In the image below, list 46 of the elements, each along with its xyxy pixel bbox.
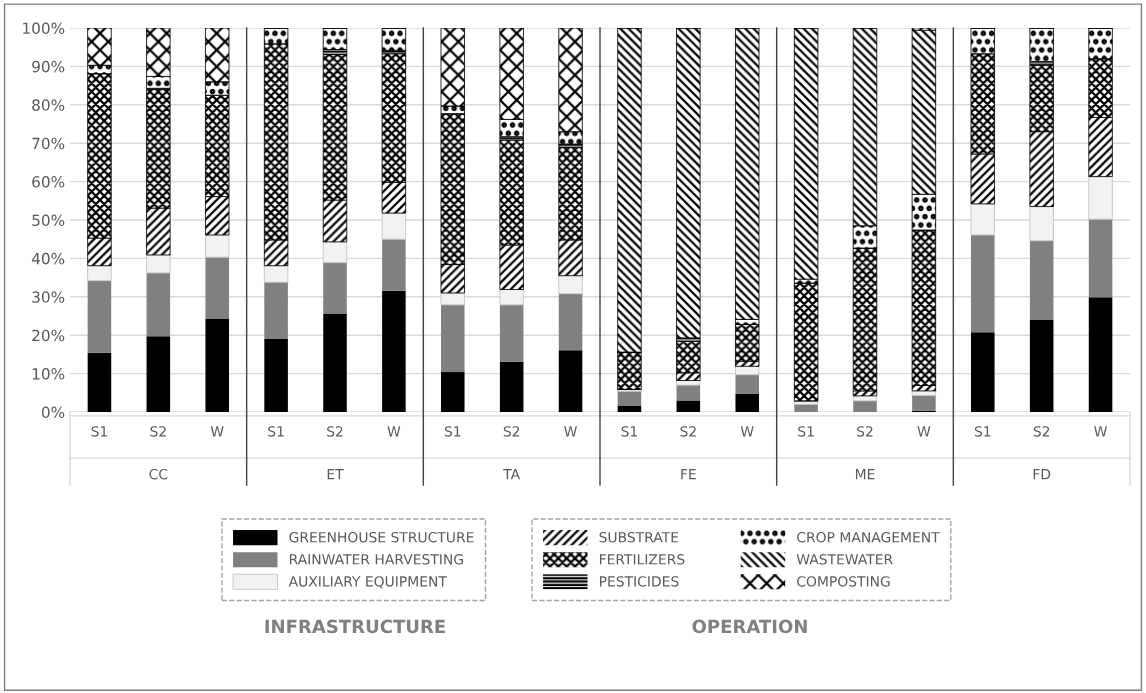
x-tick-label: W (387, 426, 401, 437)
text: OPERATION (692, 619, 807, 634)
x-tick-label: W (1094, 426, 1107, 437)
y-tick-label: 0% (41, 406, 65, 419)
legend-label: FERTILIZERS (599, 554, 685, 565)
y-tick-label: 90% (32, 60, 65, 73)
x-tick-label: W (564, 426, 577, 437)
x-tick-label: W (210, 426, 224, 437)
legend-label: GREENHOUSE STRUCTURE (289, 531, 474, 543)
y-tick-label: 70% (32, 137, 65, 150)
text: TA (503, 469, 521, 480)
legend-label: COMPOSTING (797, 576, 890, 587)
text: CC (149, 468, 168, 480)
x-tick-label: S1 (621, 426, 637, 437)
x-tick-label: S1 (91, 426, 107, 437)
x-tick-label: S2 (503, 426, 520, 437)
legend-label: CROP MANAGEMENT (797, 531, 940, 543)
x-tick-label: S2 (327, 426, 343, 437)
y-tick-label: 60% (32, 176, 65, 188)
x-tick-label: S2 (680, 426, 696, 437)
text: FD (1033, 469, 1051, 480)
legend-label: AUXILIARY EQUIPMENT (288, 576, 447, 589)
x-tick-label: S2 (857, 426, 873, 437)
y-tick-label: 100% (23, 22, 65, 35)
y-tick-label: 30% (32, 291, 65, 303)
legend-label: WASTEWATER (796, 554, 893, 565)
x-tick-label: S1 (268, 426, 284, 437)
y-tick-label: 20% (32, 329, 65, 342)
text: ME (855, 469, 875, 480)
text: INFRASTRUCTURE (265, 619, 445, 634)
x-tick-label: S2 (150, 426, 166, 437)
x-tick-label: W (917, 426, 931, 437)
text: ET (327, 469, 344, 480)
y-tick-label: 50% (32, 214, 65, 227)
text: FE (681, 469, 696, 480)
x-tick-label: S2 (1033, 426, 1050, 437)
y-tick-label: 10% (32, 368, 65, 380)
legend-label: SUBSTRATE (599, 531, 679, 543)
legend-label: RAINWATER HARVESTING (289, 554, 463, 565)
y-tick-label: 80% (32, 99, 65, 111)
y-tick-label: 40% (31, 252, 65, 265)
x-tick-label: S1 (444, 426, 461, 437)
x-tick-label: S1 (974, 426, 991, 437)
x-tick-label: W (740, 426, 754, 437)
legend-label: PESTICIDES (599, 576, 679, 587)
x-tick-label: S1 (798, 426, 814, 437)
